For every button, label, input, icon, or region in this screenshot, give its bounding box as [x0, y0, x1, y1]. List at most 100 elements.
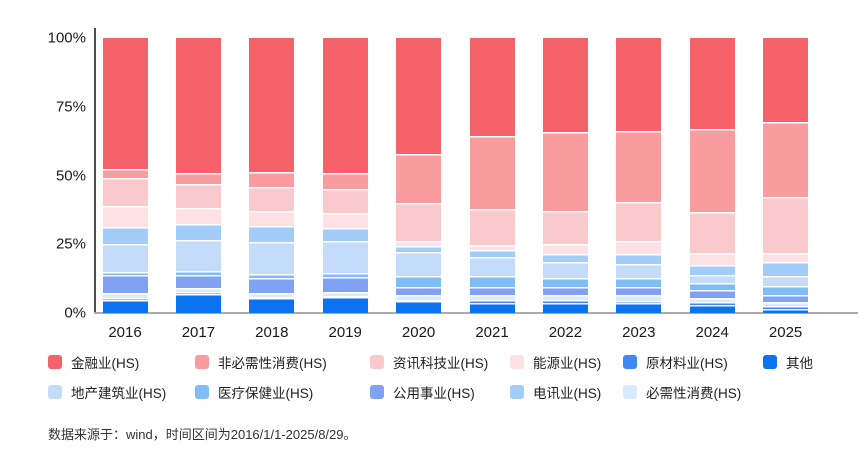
bar-segment[interactable] [322, 291, 368, 297]
bar-segment[interactable] [249, 297, 295, 299]
legend-item[interactable]: 公用事业(HS) [370, 382, 510, 402]
bar-segment[interactable] [175, 293, 221, 313]
bar-segment[interactable] [469, 250, 515, 257]
bar-segment[interactable] [616, 294, 662, 301]
legend-item[interactable]: 电讯业(HS) [510, 382, 623, 402]
bar-segment[interactable] [542, 300, 588, 304]
bar-segment[interactable] [469, 38, 515, 137]
bar-segment[interactable] [542, 286, 588, 295]
bar-segment[interactable] [249, 172, 295, 188]
bar-segment[interactable] [322, 212, 368, 228]
bar-segment[interactable] [175, 271, 221, 275]
bar-segment[interactable] [322, 227, 368, 241]
bar-segment[interactable] [175, 223, 221, 240]
legend-item[interactable]: 医疗保健业(HS) [195, 382, 370, 402]
bar-2021[interactable] [469, 38, 515, 313]
legend-item[interactable]: 非必需性消费(HS) [195, 352, 370, 372]
legend-item[interactable]: 原材料业(HS) [623, 352, 763, 372]
bar-segment[interactable] [689, 211, 735, 254]
bar-segment[interactable] [102, 272, 148, 275]
bar-segment[interactable] [689, 129, 735, 212]
bar-2020[interactable] [396, 38, 442, 313]
bar-2018[interactable] [249, 38, 295, 313]
bar-segment[interactable] [616, 286, 662, 295]
bar-2019[interactable] [322, 38, 368, 313]
bar-segment[interactable] [175, 239, 221, 272]
bar-segment[interactable] [763, 197, 809, 253]
bar-segment[interactable] [469, 136, 515, 209]
bar-segment[interactable] [396, 252, 442, 276]
bar-segment[interactable] [469, 244, 515, 251]
bar-segment[interactable] [102, 298, 148, 300]
bar-segment[interactable] [542, 278, 588, 287]
bar-segment[interactable] [542, 262, 588, 279]
bar-segment[interactable] [249, 298, 295, 313]
bar-segment[interactable] [469, 295, 515, 301]
bar-2022[interactable] [542, 38, 588, 313]
bar-segment[interactable] [175, 38, 221, 173]
bar-segment[interactable] [396, 154, 442, 203]
bar-segment[interactable] [616, 264, 662, 278]
bar-segment[interactable] [175, 292, 221, 294]
bar-segment[interactable] [689, 297, 735, 302]
bar-segment[interactable] [102, 38, 148, 169]
bar-segment[interactable] [763, 309, 809, 313]
bar-segment[interactable] [322, 38, 368, 173]
bar-segment[interactable] [102, 274, 148, 293]
bar-segment[interactable] [249, 242, 295, 274]
legend-item[interactable]: 金融业(HS) [48, 352, 195, 372]
bar-segment[interactable] [102, 299, 148, 313]
bar-segment[interactable] [763, 305, 809, 310]
bar-segment[interactable] [616, 300, 662, 304]
bar-segment[interactable] [396, 301, 442, 313]
bar-segment[interactable] [396, 245, 442, 252]
bar-segment[interactable] [763, 294, 809, 303]
bar-segment[interactable] [102, 292, 148, 299]
bar-segment[interactable] [322, 296, 368, 298]
bar-segment[interactable] [322, 277, 368, 292]
bar-segment[interactable] [396, 202, 442, 242]
bar-segment[interactable] [249, 277, 295, 293]
bar-segment[interactable] [542, 253, 588, 263]
bar-segment[interactable] [322, 297, 368, 313]
legend-item[interactable]: 地产建筑业(HS) [48, 382, 195, 402]
bar-segment[interactable] [689, 264, 735, 276]
bar-segment[interactable] [763, 275, 809, 286]
bar-segment[interactable] [102, 206, 148, 227]
bar-segment[interactable] [322, 273, 368, 277]
bar-segment[interactable] [542, 294, 588, 301]
bar-segment[interactable] [542, 131, 588, 212]
bar-segment[interactable] [396, 286, 442, 296]
bar-segment[interactable] [322, 241, 368, 274]
legend-item[interactable]: 资讯科技业(HS) [370, 352, 510, 372]
bar-segment[interactable] [616, 253, 662, 265]
bar-segment[interactable] [469, 302, 515, 313]
bar-segment[interactable] [396, 295, 442, 300]
bar-segment[interactable] [763, 302, 809, 306]
legend-item[interactable]: 能源业(HS) [510, 352, 623, 372]
bar-segment[interactable] [396, 299, 442, 302]
bar-2025[interactable] [763, 38, 809, 313]
bar-segment[interactable] [763, 285, 809, 295]
bar-segment[interactable] [763, 252, 809, 262]
bar-segment[interactable] [616, 131, 662, 202]
bar-segment[interactable] [689, 275, 735, 284]
bar-segment[interactable] [689, 283, 735, 291]
bar-segment[interactable] [249, 38, 295, 173]
bar-segment[interactable] [542, 38, 588, 132]
bar-segment[interactable] [542, 303, 588, 313]
bar-segment[interactable] [542, 211, 588, 244]
bar-segment[interactable] [616, 201, 662, 241]
bar-segment[interactable] [763, 122, 809, 198]
bar-segment[interactable] [175, 208, 221, 224]
bar-segment[interactable] [249, 273, 295, 278]
bar-segment[interactable] [469, 256, 515, 276]
bar-segment[interactable] [469, 300, 515, 303]
bar-segment[interactable] [249, 210, 295, 227]
bar-segment[interactable] [689, 253, 735, 265]
bar-segment[interactable] [469, 287, 515, 296]
bar-segment[interactable] [689, 302, 735, 305]
legend-item[interactable]: 其他 [763, 352, 853, 372]
bar-segment[interactable] [616, 240, 662, 254]
bar-segment[interactable] [469, 275, 515, 288]
